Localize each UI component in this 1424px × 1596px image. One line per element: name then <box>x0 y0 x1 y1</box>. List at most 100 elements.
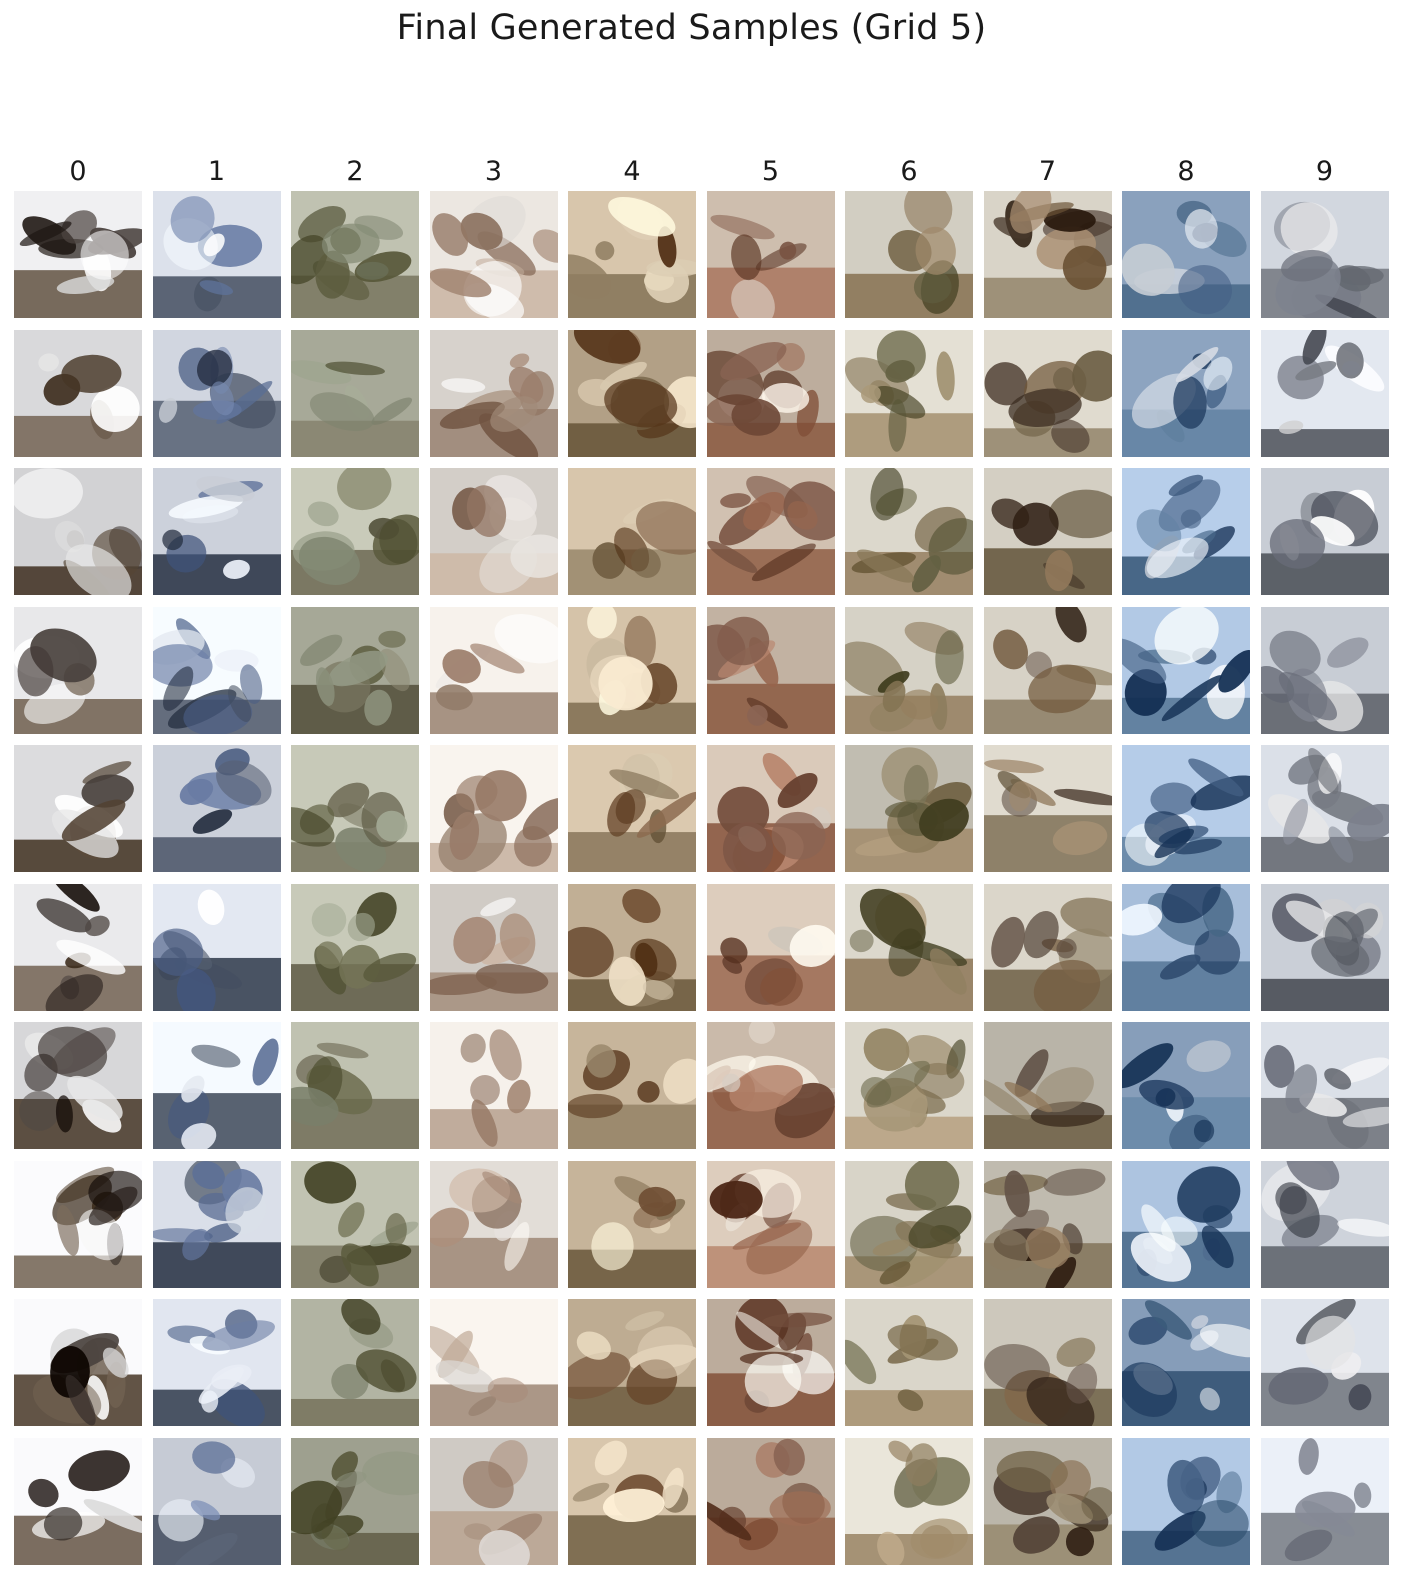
sample-image-r5-c5 <box>706 883 835 1011</box>
sample-image-r9-c1 <box>152 1437 281 1565</box>
sample-image-r6-c5 <box>706 1022 835 1149</box>
sample-image-r0-c5 <box>706 191 835 318</box>
sample-image-r8-c7 <box>983 1299 1112 1426</box>
column-label-0: 0 <box>69 156 87 187</box>
sample-image-r3-c6 <box>845 606 973 734</box>
sample-image-r4-c3 <box>429 745 558 872</box>
sample-image-r8-c5 <box>706 1299 835 1426</box>
sample-image-r9-c9 <box>1260 1437 1389 1565</box>
figure-title: Final Generated Samples (Grid 5) <box>396 8 987 48</box>
sample-image-r6-c3 <box>429 1022 558 1149</box>
sample-image-r0-c6 <box>845 191 973 318</box>
sample-image-r4-c5 <box>706 745 835 872</box>
sample-image-r0-c3 <box>429 191 558 318</box>
sample-image-r8-c6 <box>845 1299 973 1426</box>
sample-image-r9-c8 <box>1122 1437 1250 1565</box>
sample-image-r3-c0 <box>14 606 142 734</box>
sample-image-r1-c5 <box>706 329 835 457</box>
sample-image-r4-c1 <box>152 745 281 872</box>
sample-image-r0-c1 <box>152 191 281 318</box>
sample-image-r5-c4 <box>568 883 696 1011</box>
sample-image-r6-c0 <box>14 1022 142 1149</box>
sample-image-r8-c1 <box>152 1299 281 1426</box>
sample-image-r6-c6 <box>845 1022 973 1149</box>
sample-image-r1-c0 <box>14 329 142 457</box>
sample-image-r6-c7 <box>983 1022 1112 1149</box>
sample-image-r2-c9 <box>1260 468 1389 595</box>
sample-image-r0-c4 <box>568 191 696 318</box>
sample-image-r2-c6 <box>845 468 973 595</box>
sample-image-r4-c4 <box>568 745 696 872</box>
sample-image-r7-c9 <box>1260 1160 1389 1288</box>
sample-image-r0-c2 <box>291 191 419 318</box>
column-label-7: 7 <box>1038 156 1057 187</box>
sample-image-r2-c8 <box>1122 468 1250 595</box>
sample-image-r4-c6 <box>845 745 973 872</box>
sample-image-r7-c6 <box>845 1160 973 1288</box>
sample-image-r3-c2 <box>291 606 419 734</box>
sample-image-r6-c9 <box>1260 1022 1389 1149</box>
sample-image-r2-c2 <box>291 468 419 595</box>
sample-image-r9-c3 <box>429 1437 558 1565</box>
column-label-3: 3 <box>484 156 503 187</box>
sample-image-r5-c7 <box>983 883 1112 1011</box>
sample-image-r7-c2 <box>291 1160 419 1288</box>
sample-image-r7-c3 <box>429 1160 558 1288</box>
sample-image-r5-c9 <box>1260 883 1389 1011</box>
sample-image-r6-c8 <box>1122 1022 1250 1149</box>
column-label-2: 2 <box>346 156 364 187</box>
sample-image-r4-c0 <box>14 745 142 872</box>
sample-image-r7-c8 <box>1122 1160 1250 1288</box>
sample-image-r6-c1 <box>152 1022 281 1149</box>
column-label-6: 6 <box>900 156 918 187</box>
sample-image-r5-c1 <box>152 883 281 1011</box>
sample-image-r4-c8 <box>1122 745 1250 872</box>
sample-image-r0-c0 <box>14 191 142 318</box>
column-label-9: 9 <box>1315 156 1334 187</box>
sample-image-r3-c8 <box>1122 606 1250 734</box>
column-label-1: 1 <box>207 156 226 187</box>
sample-image-r1-c9 <box>1260 329 1389 457</box>
sample-image-r3-c9 <box>1260 606 1389 734</box>
sample-image-r9-c7 <box>983 1437 1112 1565</box>
sample-image-r8-c4 <box>568 1299 696 1426</box>
sample-image-r6-c4 <box>568 1022 696 1149</box>
sample-image-r0-c7 <box>983 191 1112 318</box>
sample-image-r0-c8 <box>1122 191 1250 318</box>
sample-image-r9-c6 <box>845 1437 973 1565</box>
sample-image-r9-c0 <box>14 1437 142 1565</box>
column-label-5: 5 <box>761 156 780 187</box>
sample-image-r3-c4 <box>568 606 696 734</box>
sample-image-r7-c1 <box>152 1160 281 1288</box>
sample-image-r9-c4 <box>568 1437 696 1565</box>
sample-image-r1-c2 <box>291 329 419 457</box>
sample-image-r8-c8 <box>1122 1299 1250 1426</box>
sample-image-r5-c0 <box>14 883 142 1011</box>
column-label-4: 4 <box>623 156 641 187</box>
sample-image-r5-c3 <box>429 883 558 1011</box>
sample-image-r5-c2 <box>291 883 419 1011</box>
sample-image-r4-c7 <box>983 745 1112 872</box>
sample-image-r2-c1 <box>152 468 281 595</box>
sample-image-r8-c0 <box>14 1299 142 1426</box>
sample-image-r4-c9 <box>1260 745 1389 872</box>
sample-image-r8-c2 <box>291 1299 419 1426</box>
sample-image-r1-c8 <box>1122 329 1250 457</box>
sample-image-r8-c9 <box>1260 1299 1389 1426</box>
sample-image-r2-c3 <box>429 468 558 595</box>
sample-image-r2-c5 <box>706 468 835 595</box>
sample-image-r2-c4 <box>568 468 696 595</box>
sample-image-r2-c0 <box>14 468 142 595</box>
sample-image-r7-c7 <box>983 1160 1112 1288</box>
sample-image-r9-c5 <box>706 1437 835 1565</box>
sample-image-r4-c2 <box>291 745 419 872</box>
sample-image-r1-c1 <box>152 329 281 457</box>
sample-image-r5-c8 <box>1122 883 1250 1011</box>
sample-image-r3-c1 <box>152 606 281 734</box>
sample-image-r3-c5 <box>706 606 835 734</box>
sample-image-r3-c3 <box>429 606 558 734</box>
sample-image-r2-c7 <box>983 468 1112 595</box>
sample-image-r8-c3 <box>429 1299 558 1426</box>
column-label-8: 8 <box>1177 156 1195 187</box>
sample-image-r5-c6 <box>845 883 973 1011</box>
